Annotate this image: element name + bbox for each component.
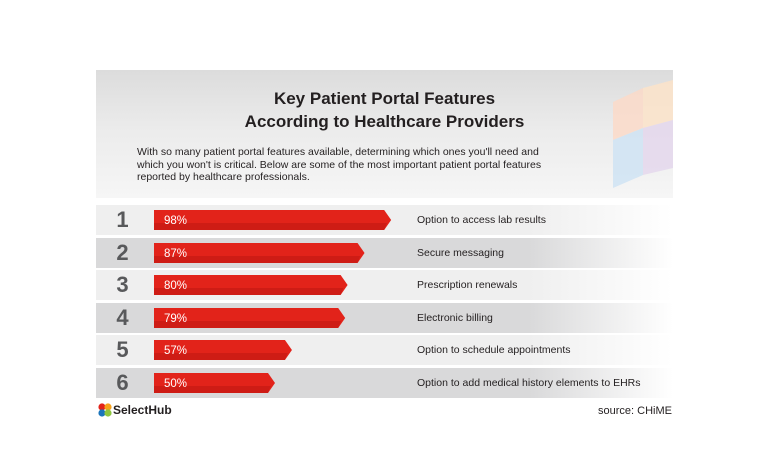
category-label: Option to schedule appointments [417,344,571,357]
chart-title-line-2: According to Healthcare Providers [244,112,525,131]
chart-row: 5 57% Option to schedule appointments [96,335,673,366]
decorative-cubes-icon [613,80,673,188]
intro-line-3: reported by healthcare professionals. [137,171,310,183]
bar-shade [154,386,271,393]
bar-value-label: 50% [164,378,187,390]
bar-shade [154,223,387,230]
category-label: Secure messaging [417,246,504,259]
source-note: source: CHiME [598,405,672,417]
rank-number: 2 [116,239,129,265]
bar [154,275,348,296]
bar-svg: 80% [154,275,348,296]
bar [154,210,392,230]
intro-text: With so many patient portal features ava… [137,146,637,184]
bar-shade [154,320,341,328]
header-background [96,70,673,198]
bar-shade [154,288,344,296]
rank-number: 6 [116,370,129,395]
bar [154,307,346,328]
bar-value-label: 87% [164,248,187,260]
bar-value-label: 57% [164,345,187,357]
bar-svg: 50% [154,373,275,393]
category-label: Prescription renewals [417,279,518,292]
category-label: Option to add medical history elements t… [417,377,641,389]
rank-number: 4 [116,304,129,330]
chart-row: 2 87% Secure messaging [96,237,673,268]
chart-row: 1 98% Option to access lab results [96,205,673,235]
bar-svg: 98% [154,210,392,230]
bar-svg: 79% [154,307,346,328]
chart-row: 3 80% Prescription renewals [96,270,673,301]
category-label: Electronic billing [417,311,493,324]
infographic-card: Key Patient Portal Features According to… [96,70,673,398]
rank-number: 3 [116,272,129,298]
rank-number: 1 [116,207,129,232]
bar-shade [154,353,288,361]
chart-row: 6 50% Option to add medical history elemen… [96,368,673,398]
rank-number: 5 [116,337,129,363]
intro-line-2: which you won't is critical. Below are s… [137,158,542,171]
selecthub-logo-icon [98,403,112,417]
intro-line-1: With so many patient portal features ava… [137,146,539,158]
bar [154,340,292,361]
bar-shade [154,255,361,263]
bar [154,373,275,393]
bar-value-label: 80% [164,280,187,292]
bar-value-label: 98% [164,215,187,227]
bar-svg: 57% [154,340,292,361]
brand-name: SelectHub [113,403,172,417]
chart-title-line-1: Key Patient Portal Features [273,89,496,108]
bar [154,242,365,263]
chart-row: 4 79% Electronic billing [96,302,673,333]
bar-svg: 87% [154,242,365,263]
category-label: Option to access lab results [417,214,546,226]
bar-value-label: 79% [164,313,187,325]
